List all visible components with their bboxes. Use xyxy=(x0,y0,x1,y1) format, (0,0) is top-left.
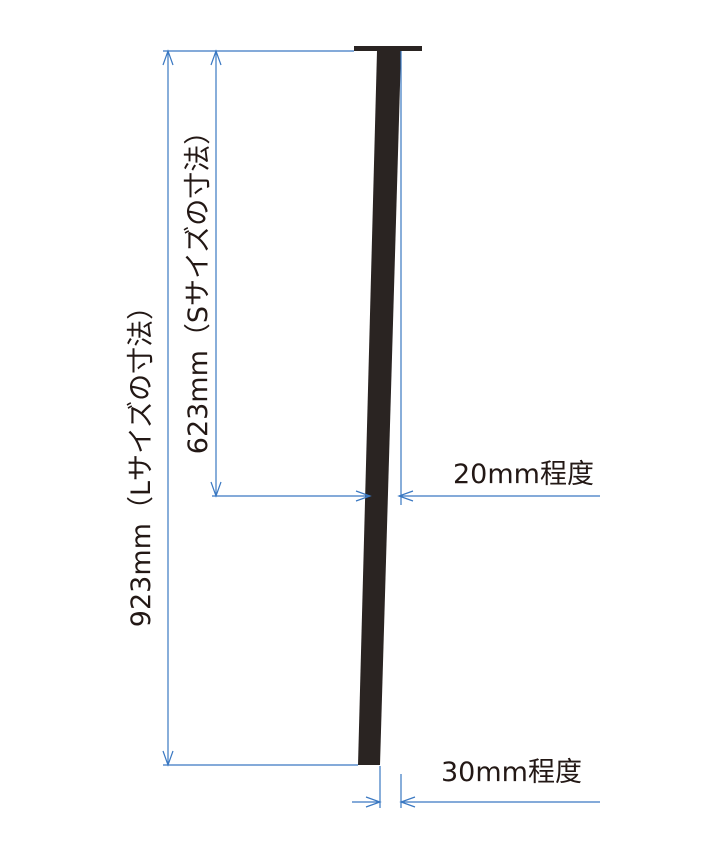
dimension-lines xyxy=(162,49,600,808)
width-bottom-right-arrow xyxy=(399,796,416,808)
width-mid-arrow xyxy=(397,490,414,502)
s-size-label: 623mm（Sサイズの寸法） xyxy=(183,118,214,454)
stake-body xyxy=(358,51,401,765)
s-size-top-arrow xyxy=(210,49,222,66)
l-size-top-arrow xyxy=(162,49,174,66)
l-size-bottom-arrow xyxy=(162,750,174,767)
l-size-label: 923mm（Lサイズの寸法） xyxy=(126,293,157,627)
stake-shape xyxy=(354,46,422,765)
s-size-bottom-arrow xyxy=(210,481,222,498)
width-bottom-left-arrow xyxy=(365,796,382,808)
width-mid-left-arrow xyxy=(355,490,372,502)
width-bottom-label: 30mm程度 xyxy=(441,757,582,788)
width-mid-label: 20mm程度 xyxy=(453,459,594,490)
stake-head xyxy=(354,46,422,51)
